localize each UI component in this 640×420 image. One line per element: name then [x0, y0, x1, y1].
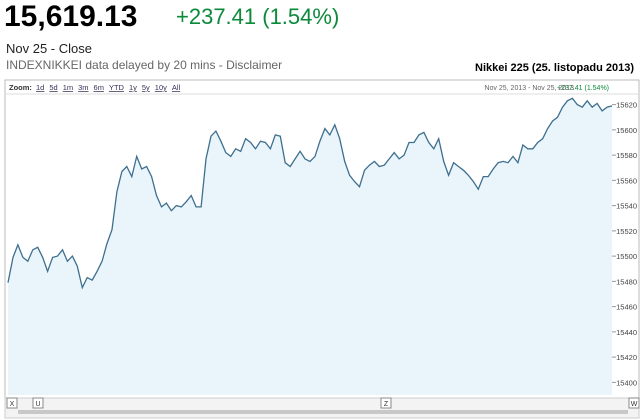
- zoom-option[interactable]: 6m: [94, 83, 104, 92]
- navigator: [4, 397, 640, 419]
- scroll-marker[interactable]: U: [35, 401, 40, 408]
- range-label: Nov 25, 2013 - Nov 25, 2013: [484, 85, 574, 92]
- price: 15,619.13: [4, 0, 138, 33]
- y-tick-label: 15440: [616, 328, 637, 337]
- zoom-option[interactable]: 5d: [49, 83, 57, 92]
- scroll-marker[interactable]: W: [631, 401, 638, 408]
- zoom-option[interactable]: All: [172, 83, 181, 92]
- price-line: [7, 97, 613, 290]
- zoom-label: Zoom:: [9, 83, 32, 92]
- y-tick-label: 15500: [616, 252, 637, 261]
- zoom-option[interactable]: 5y: [142, 83, 150, 92]
- y-tick-label: 15560: [616, 176, 637, 185]
- zoom-option[interactable]: 1d: [36, 83, 44, 92]
- price-change: +237.41 (1.54%): [176, 4, 340, 29]
- y-tick-label: 15460: [616, 303, 637, 312]
- zoom-option[interactable]: YTD: [109, 83, 125, 92]
- scroll-marker[interactable]: Z: [384, 401, 389, 408]
- y-tick-label: 15600: [616, 126, 637, 135]
- scroll-marker-box[interactable]: [32, 397, 44, 409]
- zoom-option[interactable]: 1y: [129, 83, 137, 92]
- area: [8, 98, 612, 396]
- y-tick-label: 15520: [616, 227, 637, 236]
- scroll-marker[interactable]: X: [10, 401, 15, 408]
- zoom-option[interactable]: 10y: [155, 83, 167, 92]
- chart-title: Nikkei 225 (25. listopadu 2013): [475, 62, 634, 74]
- y-tick-label: 15580: [616, 151, 637, 160]
- zoom-option[interactable]: 3m: [78, 83, 88, 92]
- zoom-option[interactable]: 1m: [63, 83, 73, 92]
- scroll-marker-box[interactable]: [628, 397, 640, 409]
- range-change: +237.41 (1.54%): [557, 85, 609, 92]
- close-label: Nov 25 - Close: [6, 41, 92, 56]
- y-tick-label: 15420: [616, 353, 637, 362]
- y-tick-label: 15400: [616, 378, 637, 387]
- scroll-marker-box[interactable]: [6, 397, 18, 409]
- scroll-marker-box[interactable]: [380, 397, 392, 409]
- y-tick-label: 15480: [616, 277, 637, 286]
- y-tick-label: 15540: [616, 202, 637, 211]
- delay-note: INDEXNIKKEI data delayed by 20 mins - Di…: [6, 58, 283, 72]
- y-tick-label: 15620: [616, 101, 637, 110]
